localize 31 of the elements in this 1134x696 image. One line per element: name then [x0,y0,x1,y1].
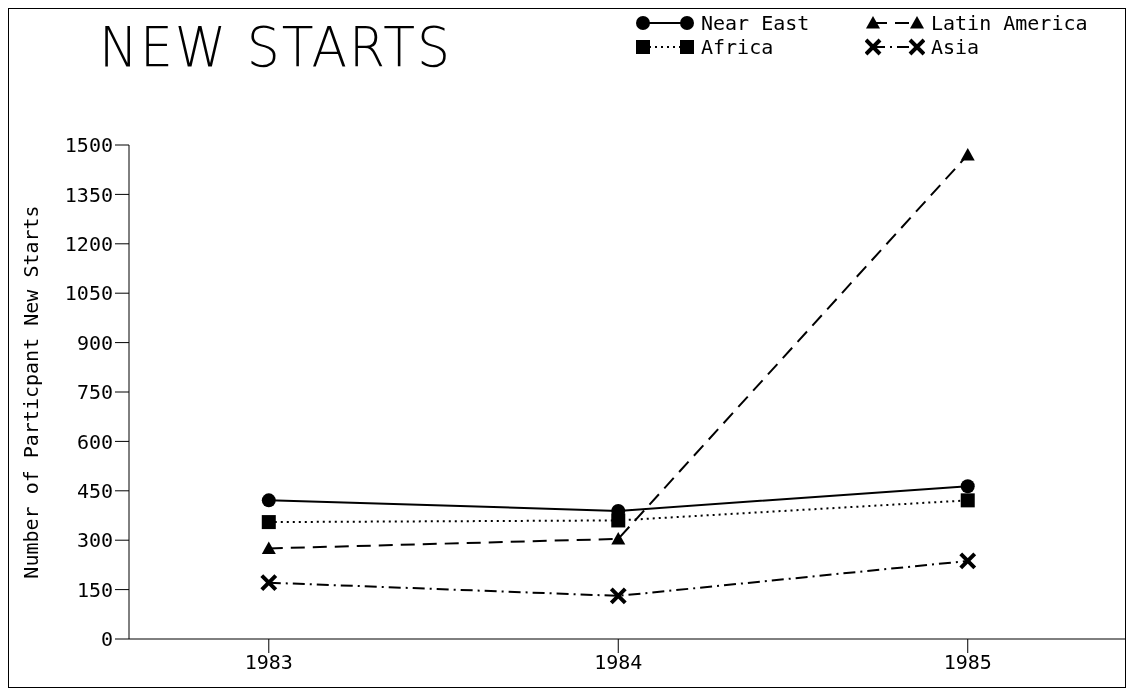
point [611,513,626,528]
x-tick-label: 1984 [594,650,643,675]
point [960,147,975,161]
y-tick-label: 900 [76,330,113,355]
point [958,551,977,570]
y-tick-label: 750 [76,380,113,405]
y-tick-label: 300 [76,528,113,553]
point [259,573,278,592]
point [611,531,626,545]
legend-label: Africa [701,35,774,59]
y-tick-label: 450 [76,478,113,503]
chart-title: NEW STARTS [99,15,453,79]
y-tick-label: 1050 [64,281,113,306]
y-tick-label: 1500 [64,133,113,158]
x-tick-label: 1985 [943,650,992,675]
point [960,479,975,494]
point [261,493,276,508]
point [261,515,276,530]
legend-label: Latin America [931,11,1088,35]
y-tick-label: 1350 [64,182,113,207]
point [609,586,628,605]
y-tick-label: 0 [100,627,113,652]
y-tick-label: 150 [76,577,113,602]
point [960,493,975,508]
y-tick-label: 1200 [64,231,113,256]
y-tick-label: 600 [76,429,113,454]
y-axis-title: Number of Particpant New Starts [19,205,44,579]
x-tick-label: 1983 [244,650,293,675]
legend-label: Near East [701,11,810,35]
point [261,541,276,555]
legend-label: Asia [931,35,980,59]
